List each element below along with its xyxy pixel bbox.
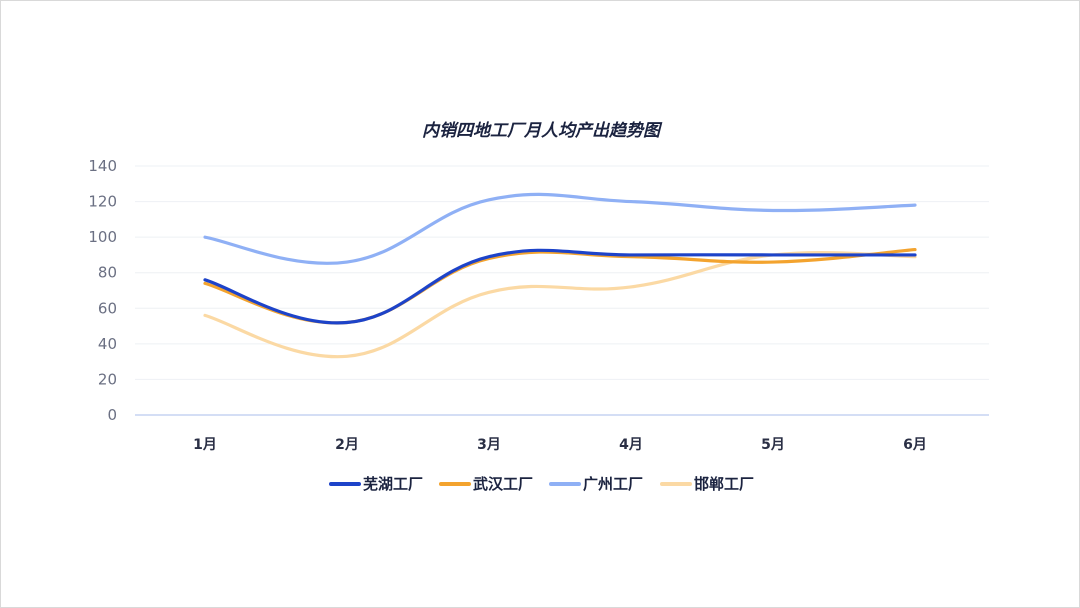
series-line-1 [203,248,917,325]
x-tick-label: 6月 [903,437,927,453]
series-line-3 [203,192,917,265]
legend: 芜湖工厂 武汉工厂 广州工厂 邯郸工厂 [329,475,754,493]
legend-item[interactable]: 芜湖工厂 [329,475,423,493]
x-axis: 1月 2月 3月 4月 5月 6月 [135,414,989,453]
x-tick-label: 4月 [619,437,643,453]
y-tick-label: 0 [107,406,117,424]
y-tick-label: 140 [88,157,117,175]
y-tick-label: 40 [98,335,117,353]
series-lines [203,192,917,359]
legend-label: 武汉工厂 [473,475,533,493]
y-tick-label: 20 [98,370,117,388]
legend-label: 邯郸工厂 [694,475,754,493]
y-tick-label: 100 [88,228,117,246]
x-tick-label: 5月 [761,437,785,453]
grid-lines [135,165,989,380]
series-line-4 [203,251,917,359]
legend-label: 广州工厂 [583,475,643,493]
legend-label: 芜湖工厂 [363,475,423,493]
chart-title: 内销四地工厂月人均产出趋势图 [422,121,663,141]
y-tick-label: 120 [88,193,117,211]
legend-item[interactable]: 武汉工厂 [439,475,533,493]
y-tick-label: 80 [98,264,117,282]
y-tick-label: 60 [98,299,117,317]
x-tick-label: 2月 [335,437,359,453]
x-tick-label: 1月 [193,437,217,453]
x-tick-label: 3月 [477,437,501,453]
legend-item[interactable]: 邯郸工厂 [660,475,754,493]
y-axis: 0 20 40 60 80 100 120 140 [88,157,117,424]
legend-item[interactable]: 广州工厂 [549,475,643,493]
